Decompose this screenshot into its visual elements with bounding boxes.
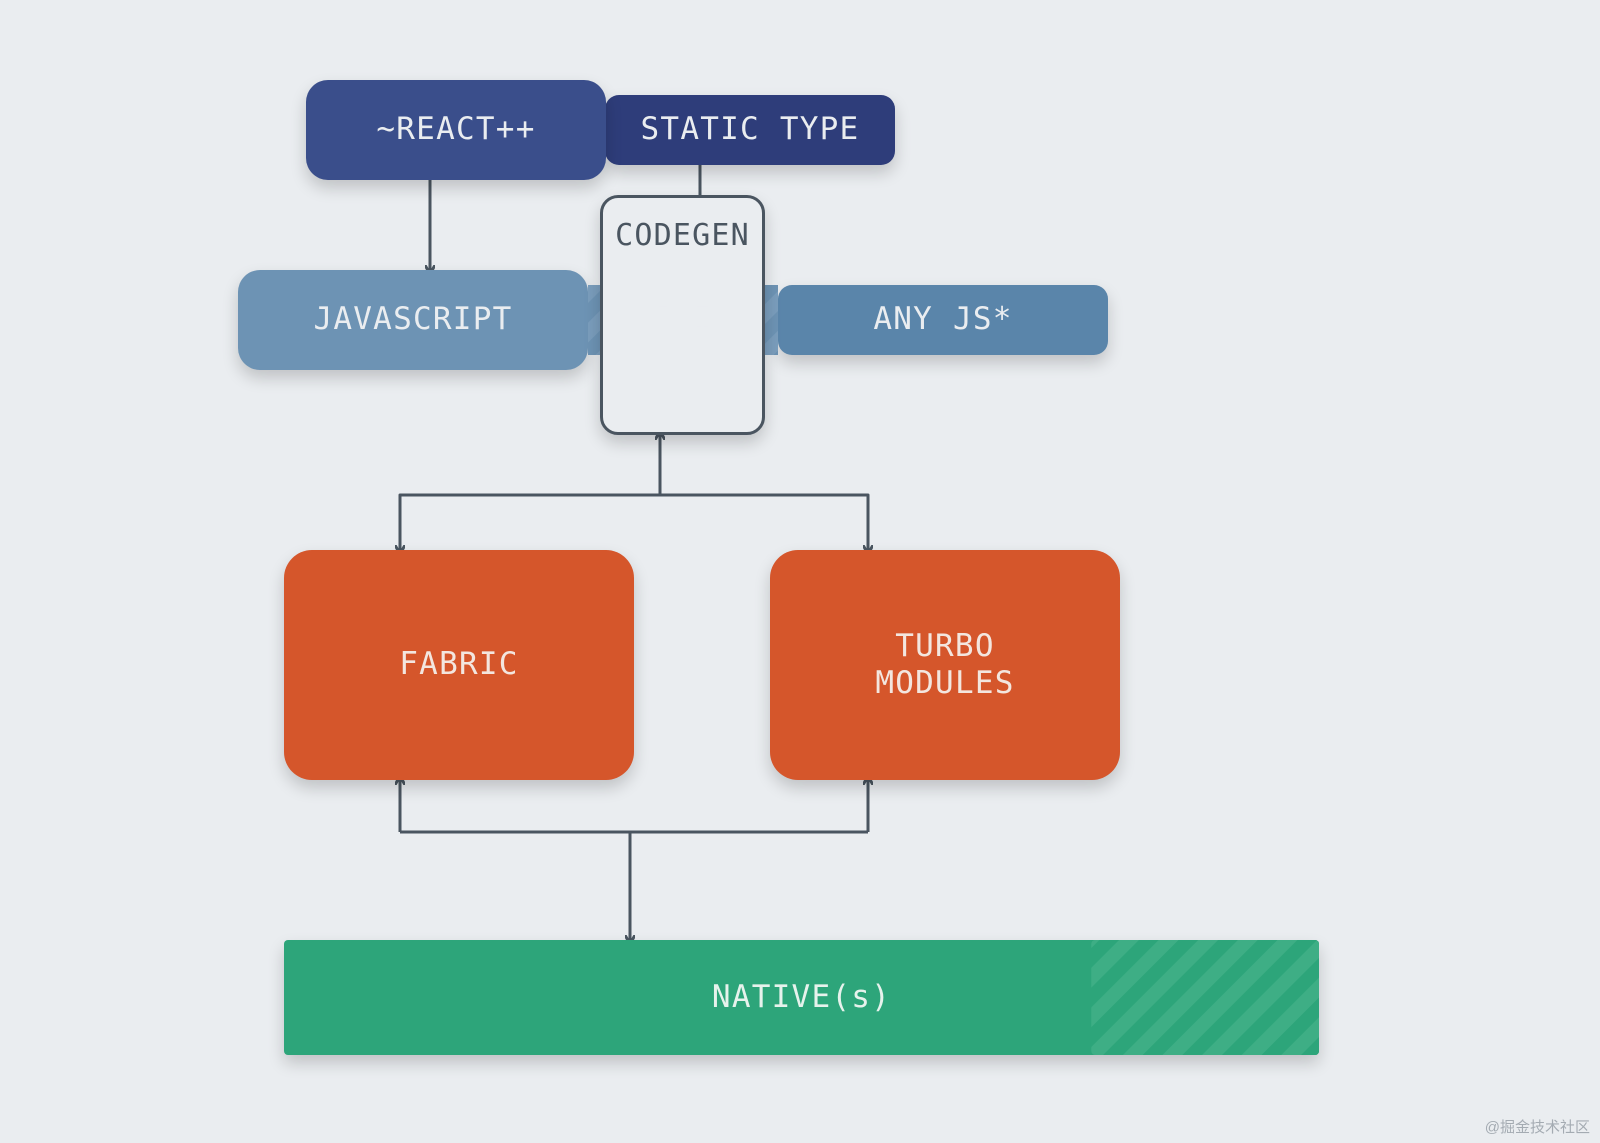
node-javascript-label: JAVASCRIPT	[313, 301, 512, 338]
node-react: ~REACT++	[306, 80, 606, 180]
node-fabric: FABRIC	[284, 550, 634, 780]
node-static-type: STATIC TYPE	[605, 95, 895, 165]
node-static-type-label: STATIC TYPE	[641, 111, 860, 148]
node-fabric-label: FABRIC	[399, 646, 518, 683]
node-javascript: JAVASCRIPT	[238, 270, 588, 370]
watermark: @掘金技术社区	[1485, 1116, 1590, 1137]
node-native: NATIVE(s)	[284, 940, 1319, 1055]
node-any-js-label: ANY JS*	[873, 301, 1012, 338]
node-jsi: JSI	[588, 285, 778, 355]
node-turbo-modules: TURBO MODULES	[770, 550, 1120, 780]
node-codegen-label: CODEGEN	[615, 218, 750, 254]
node-react-label: ~REACT++	[376, 111, 535, 148]
node-native-label: NATIVE(s)	[712, 979, 891, 1016]
watermark-text: @掘金技术社区	[1485, 1119, 1590, 1136]
node-jsi-label: JSI	[653, 301, 713, 338]
node-any-js: ANY JS*	[778, 285, 1108, 355]
node-turbo-label: TURBO MODULES	[875, 628, 1014, 702]
